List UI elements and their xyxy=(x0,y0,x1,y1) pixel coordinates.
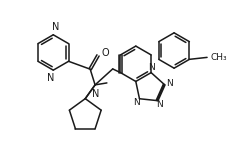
Text: N: N xyxy=(92,89,100,99)
Text: N: N xyxy=(51,22,59,32)
Text: CH₃: CH₃ xyxy=(210,53,227,62)
Text: N: N xyxy=(47,73,54,83)
Text: N: N xyxy=(166,79,172,88)
Text: N: N xyxy=(133,98,139,107)
Text: O: O xyxy=(102,49,109,58)
Text: N: N xyxy=(156,100,163,109)
Text: N: N xyxy=(148,63,155,72)
